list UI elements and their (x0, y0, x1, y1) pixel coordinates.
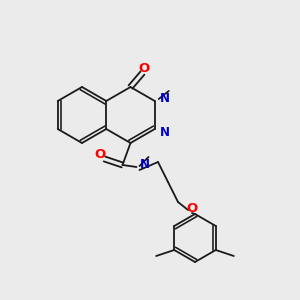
Text: O: O (186, 202, 198, 215)
Text: N: N (160, 92, 170, 104)
Text: O: O (139, 62, 150, 76)
Text: N: N (160, 125, 170, 139)
Text: O: O (95, 148, 106, 161)
Text: N: N (140, 158, 149, 170)
